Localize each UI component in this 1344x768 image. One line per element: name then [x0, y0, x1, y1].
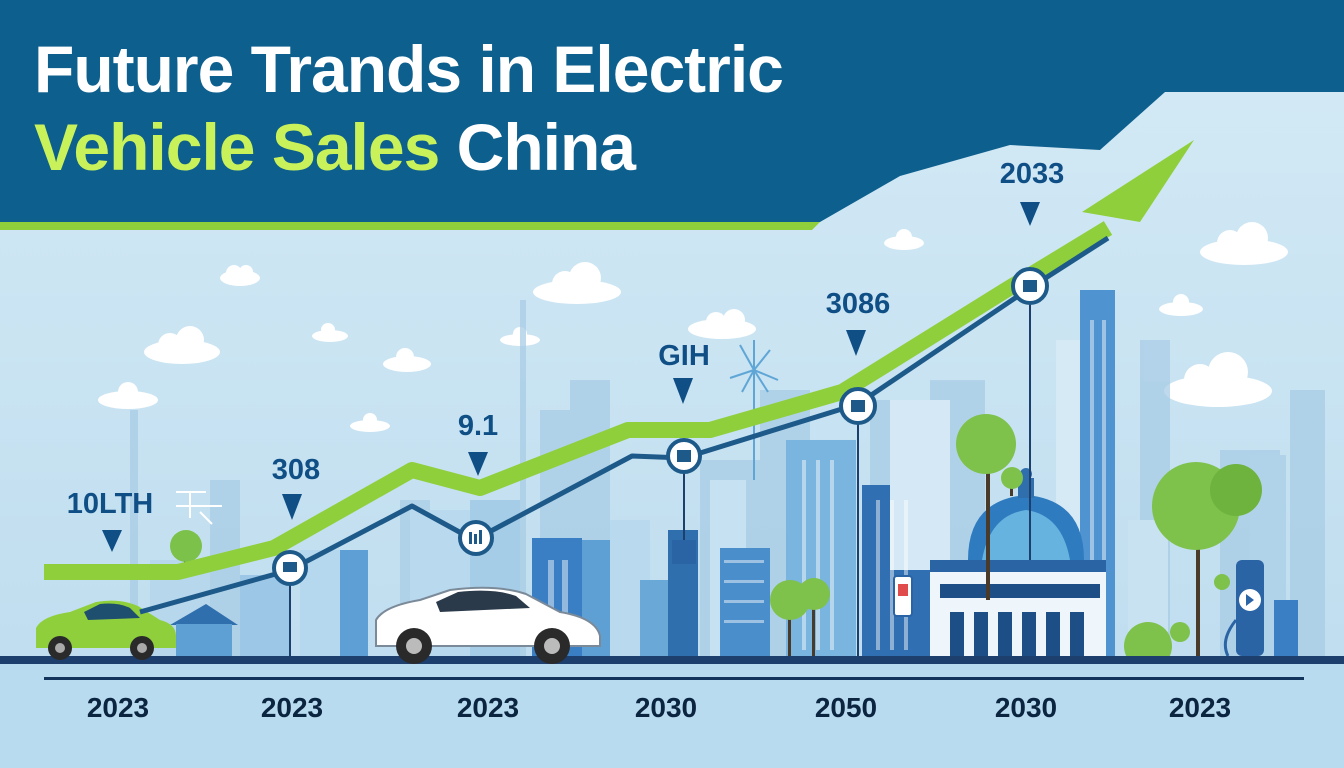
cloud — [312, 323, 348, 342]
white-car — [375, 586, 601, 664]
timeline-axis — [44, 677, 1304, 680]
title-line-2: Vehicle Sales China — [34, 114, 636, 180]
city-buildings — [150, 290, 1286, 660]
marker — [1011, 267, 1049, 305]
marker — [458, 520, 494, 556]
small-house — [170, 604, 238, 660]
dome-building — [930, 468, 1106, 660]
cloud — [1159, 294, 1203, 316]
cloud — [98, 382, 158, 409]
marker — [839, 387, 877, 425]
small-icon — [176, 491, 222, 525]
cloud — [884, 229, 924, 250]
wind-turbine — [729, 340, 779, 480]
trend-arrowhead — [1082, 140, 1194, 222]
callout-label: 3086 — [825, 288, 891, 320]
callout-label: 9.1 — [457, 410, 499, 442]
year-label: 2030 — [994, 692, 1058, 723]
ground-strip — [0, 664, 1344, 768]
cloud — [350, 413, 390, 432]
cloud — [688, 309, 756, 339]
clouds — [98, 222, 1288, 432]
callout-pointers — [102, 202, 1040, 552]
year-label: 2023 — [1168, 692, 1232, 723]
cloud — [220, 265, 260, 286]
callout-label: 308 — [271, 454, 321, 486]
sales-line — [139, 235, 1110, 615]
callout-label: 10LTH — [66, 488, 154, 520]
title-rest: China — [456, 110, 636, 184]
trees — [170, 414, 1262, 670]
title-line-1: Future Trands in Electric — [34, 32, 784, 106]
year-label: 2050 — [814, 692, 878, 723]
cloud — [1200, 222, 1288, 265]
header-banner — [0, 0, 1344, 230]
cloud — [533, 262, 621, 304]
year-label: 2023 — [456, 692, 520, 723]
marker — [272, 550, 308, 586]
year-label: 2023 — [260, 692, 324, 723]
cloud — [144, 326, 220, 364]
title-accent: Vehicle Sales — [34, 110, 440, 184]
marker-stems — [289, 304, 1031, 656]
year-label: 2030 — [634, 692, 698, 723]
growth-trend-line — [44, 221, 1113, 580]
callout-label: 2033 — [999, 158, 1065, 190]
marker — [666, 438, 702, 474]
year-label: 2023 — [86, 692, 150, 723]
station-box — [672, 540, 696, 564]
cloud — [1164, 352, 1272, 407]
road-line — [0, 656, 1344, 664]
charging-station — [893, 560, 1298, 657]
cloud — [383, 348, 431, 372]
callout-label: GIH — [658, 340, 710, 372]
data-markers — [272, 267, 1049, 586]
